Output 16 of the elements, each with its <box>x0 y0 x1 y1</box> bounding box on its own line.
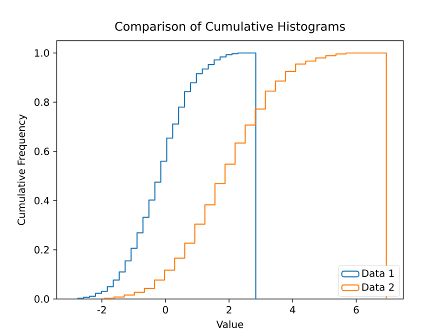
x-tick-label: 6 <box>354 306 359 314</box>
x-tick-label: 4 <box>290 306 296 314</box>
y-tick-label: 0.0 <box>34 295 50 303</box>
x-tick-label: 2 <box>226 306 232 314</box>
y-tick-label: 0.2 <box>34 246 49 254</box>
y-tick-label: 0.4 <box>34 196 50 204</box>
x-tick-label: -2 <box>97 306 106 314</box>
chart-title: Comparison of Cumulative Histograms <box>115 22 345 34</box>
y-axis-title: Cumulative Frequency <box>17 114 27 226</box>
y-tick-label: 1.0 <box>34 49 50 57</box>
x-tick-label: 0 <box>162 306 168 314</box>
y-tick-label: 0.6 <box>34 148 50 156</box>
x-axis-title: Value <box>216 320 244 328</box>
legend-label: Data 1 <box>362 270 394 278</box>
y-tick-label: 0.8 <box>34 98 49 106</box>
legend-label: Data 2 <box>362 283 394 291</box>
